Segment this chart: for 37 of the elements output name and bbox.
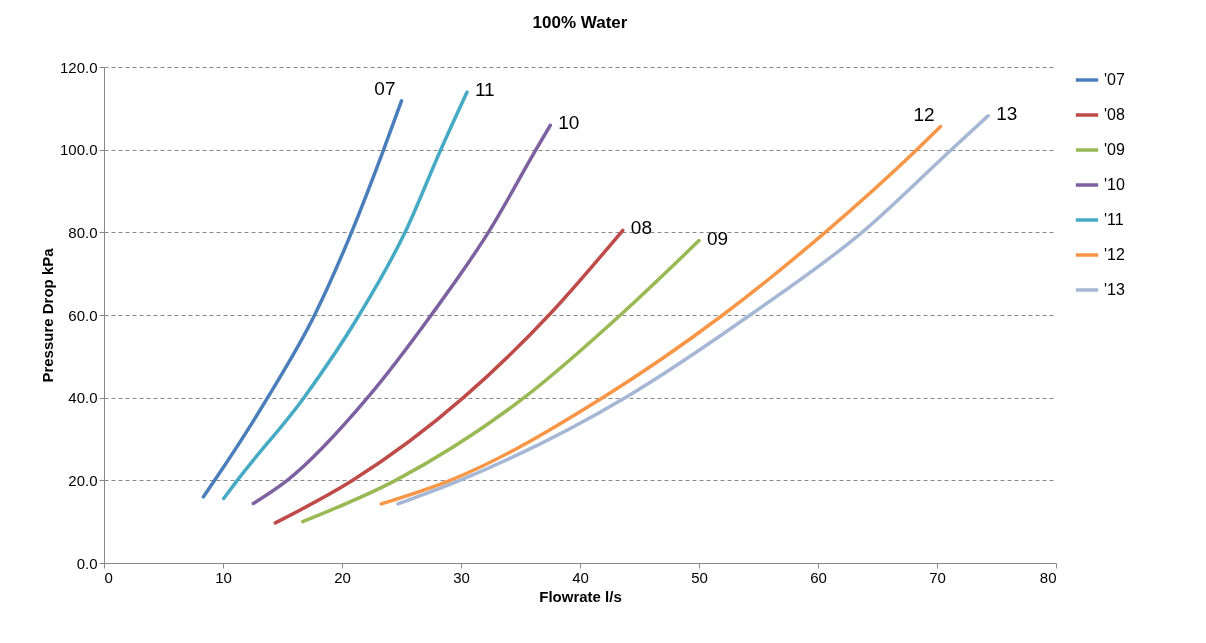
x-tick-label: 70 [929, 568, 946, 586]
legend-label: '13 [1104, 281, 1125, 298]
x-tick-label: 10 [215, 568, 232, 586]
legend-label: '07 [1104, 71, 1125, 88]
line-series [201, 99, 404, 499]
annotation: 08 [630, 217, 652, 239]
y-tick-label: 120.0 [59, 58, 98, 76]
chart-title: 100% Water [532, 13, 628, 32]
y-tick-label: 80.0 [68, 223, 98, 241]
x-axis-title: Flowrate l/s [539, 587, 622, 605]
legend-label: '10 [1104, 176, 1125, 193]
y-tick-label: 20.0 [68, 471, 98, 489]
annotation: 11 [474, 79, 495, 101]
annotation: 09 [707, 227, 729, 249]
legend-label: '08 [1104, 106, 1125, 123]
x-tick-label: 40 [572, 568, 589, 586]
y-axis-title: Pressure Drop kPa [38, 247, 56, 383]
x-tick-label: 30 [453, 568, 470, 586]
annotation: 12 [913, 103, 935, 125]
y-tick-label: 100.0 [59, 141, 98, 159]
x-tick-label: 80 [1039, 568, 1057, 586]
legend-label: '12 [1104, 246, 1125, 263]
x-tick-label: 20 [334, 568, 351, 586]
line-series [273, 228, 625, 525]
y-tick-label: 40.0 [68, 389, 98, 407]
line-series [300, 238, 701, 524]
legend-label: '09 [1104, 141, 1125, 158]
annotation: 10 [558, 112, 580, 134]
y-tick-label: 0.0 [76, 554, 98, 572]
y-tick-label: 60.0 [68, 306, 98, 324]
legend-label: '11 [1104, 211, 1124, 228]
annotation: 07 [374, 77, 396, 99]
x-tick-label: 0 [104, 568, 113, 586]
line-series [251, 123, 552, 506]
x-tick-label: 50 [691, 568, 708, 586]
x-tick-label: 60 [810, 568, 827, 586]
annotation: 13 [996, 102, 1018, 124]
